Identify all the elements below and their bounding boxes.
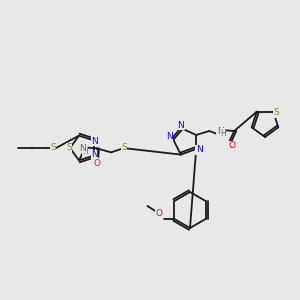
Text: N: N <box>91 137 98 146</box>
Text: N: N <box>80 144 86 153</box>
Text: N: N <box>196 146 202 154</box>
Text: N: N <box>91 150 98 159</box>
Text: O: O <box>94 159 100 168</box>
Text: O: O <box>156 209 163 218</box>
Text: N: N <box>166 132 173 141</box>
Text: H: H <box>82 147 88 156</box>
Text: O: O <box>229 142 236 151</box>
Text: S: S <box>50 143 56 152</box>
Text: H: H <box>220 128 226 137</box>
Text: N: N <box>217 127 224 136</box>
Text: S: S <box>273 108 279 117</box>
Text: S: S <box>121 143 127 152</box>
Text: N: N <box>177 121 184 130</box>
Text: S: S <box>66 143 72 152</box>
